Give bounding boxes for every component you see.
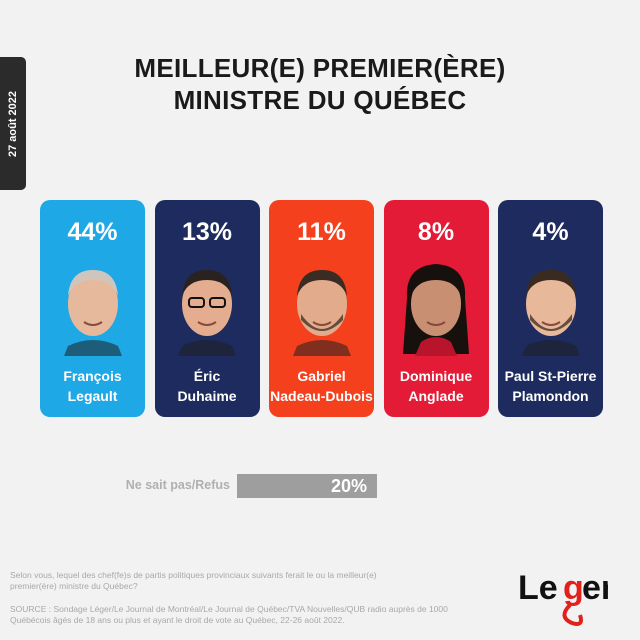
candidate-last-name: Duhaime	[177, 388, 237, 404]
candidate-first-name: Éric	[193, 368, 221, 384]
candidate-first-name: Dominique	[399, 368, 473, 384]
candidate-percent: 13%	[181, 218, 233, 246]
candidate-card: 4% Paul St-Pierre Plamondon	[498, 200, 603, 417]
candidate-first-name: François	[63, 368, 122, 384]
title-line-1: MEILLEUR(E) PREMIER(ÈRE)	[134, 53, 506, 83]
survey-question: Selon vous, lequel des chef(fe)s de part…	[10, 570, 377, 591]
candidate-percent: 4%	[532, 218, 569, 246]
candidate-card: 8% Dominique Anglade	[383, 200, 489, 417]
candidate-last-name: Anglade	[408, 388, 464, 404]
candidate-last-name: Nadeau-Dubois	[270, 388, 373, 404]
candidate-name: Paul St-Pierre Plamondon	[498, 366, 603, 406]
date-tab: 27 août 2022	[0, 57, 26, 190]
candidate-first-name: Gabriel	[297, 368, 346, 384]
logo-g: g	[563, 569, 584, 607]
candidate-first-name: Paul St-Pierre	[504, 368, 597, 384]
candidate-name: Gabriel Nadeau-Dubois	[269, 366, 374, 406]
undecided-bar: 20%	[237, 474, 377, 498]
candidate-percent: 44%	[67, 218, 118, 246]
candidate-card: 13% Éric Duhaime	[154, 200, 260, 417]
candidate-card: 11% Gabriel Nadeau-Dubois	[269, 200, 374, 417]
candidate-portrait	[178, 270, 236, 356]
logo-text-end: er	[582, 569, 608, 607]
title-line-2: MINISTRE DU QUÉBEC	[173, 85, 467, 115]
candidate-last-name: Plamondon	[512, 388, 589, 404]
candidate-percent: 11%	[297, 218, 346, 246]
undecided-value: 20%	[330, 476, 367, 496]
survey-source: SOURCE : Sondage Léger/Le Journal de Mon…	[10, 604, 448, 625]
logo-text: Le	[518, 569, 558, 607]
candidate-cards: 44% François Legault 13% Éric Duhaime 11% Gabri…	[40, 200, 603, 417]
candidate-portrait	[292, 270, 351, 356]
candidate-portrait	[521, 270, 580, 356]
chart-title: MEILLEUR(E) PREMIER(ÈRE) MINISTRE DU QUÉ…	[0, 52, 640, 116]
logo-swoosh	[562, 603, 583, 626]
candidate-portrait	[63, 270, 122, 356]
candidate-percent: 8%	[417, 218, 455, 246]
candidate-portrait	[403, 264, 469, 356]
candidate-name: François Legault	[40, 366, 145, 406]
leger-logo: Le g er	[518, 569, 608, 626]
undecided-bar-track: 20%	[237, 474, 377, 498]
candidate-name: Dominique Anglade	[384, 366, 489, 406]
candidate-name: Éric Duhaime	[155, 366, 260, 406]
candidate-last-name: Legault	[67, 388, 118, 404]
undecided-label: Ne sait pas/Refus	[125, 478, 230, 492]
candidate-card: 44% François Legault	[40, 200, 145, 417]
